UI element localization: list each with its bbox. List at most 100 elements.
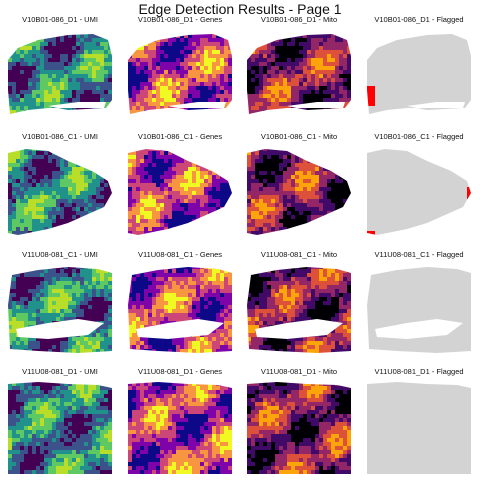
spot [291,223,295,227]
spot [132,42,136,46]
spot [56,155,60,159]
spot [172,223,176,227]
spot [188,86,192,90]
spot [136,42,140,46]
spot [48,285,52,289]
spot [48,273,52,277]
spot [100,114,104,118]
spot [287,171,291,175]
spot [307,231,311,235]
spot [447,30,451,34]
spot [84,167,88,171]
spot [152,163,156,167]
spot [196,187,200,191]
spot [247,102,251,106]
spot [68,94,72,98]
spot [291,34,295,38]
spot [132,207,136,211]
spot [136,171,140,175]
spot [96,269,100,273]
spot [68,227,72,231]
spot [8,231,12,235]
spot [52,187,56,191]
spot [259,179,263,183]
spot [64,215,68,219]
spot [128,231,132,235]
spot [20,62,24,66]
spot [255,74,259,78]
spot [299,74,303,78]
spot [36,171,40,175]
spot [459,159,463,163]
spot [323,74,327,78]
spot [204,66,208,70]
spot [60,285,64,289]
spot [208,231,212,235]
spot [104,46,108,50]
spatial-panel-genes [128,147,232,239]
spot [12,175,16,179]
spot [459,34,463,38]
spot [88,50,92,54]
spot [72,58,76,62]
spot [28,167,32,171]
spot [104,167,108,171]
spot [447,42,451,46]
spot [80,265,84,269]
spot [263,30,267,34]
spot [255,175,259,179]
spot [196,82,200,86]
spot [391,42,395,46]
spot [395,38,399,42]
spot [28,50,32,54]
spot [295,74,299,78]
spot [251,175,255,179]
spot [391,175,395,179]
spot [144,195,148,199]
spot [279,78,283,82]
spot [168,86,172,90]
spot [319,58,323,62]
spot [196,114,200,118]
spot [176,42,180,46]
spot [136,62,140,66]
spot [323,94,327,98]
spot [371,42,375,46]
spot [72,187,76,191]
spot [208,203,212,207]
spot [72,118,76,122]
spot [275,151,279,155]
spot [447,82,451,86]
spot [291,171,295,175]
spot [399,155,403,159]
spot [56,159,60,163]
spot [220,199,224,203]
spot [279,54,283,58]
spot [28,110,32,114]
spot [84,114,88,118]
spot [220,207,224,211]
spot [299,211,303,215]
spot [295,66,299,70]
spot [16,151,20,155]
spot [180,175,184,179]
spot [160,54,164,58]
spot [283,187,287,191]
spot [160,223,164,227]
spot [24,66,28,70]
spot [164,151,168,155]
spot [136,58,140,62]
spot [247,187,251,191]
spot [156,70,160,74]
spot [168,38,172,42]
spot [76,98,80,102]
spot [419,231,423,235]
spot [144,223,148,227]
spot [8,46,12,50]
spot [144,199,148,203]
spot [459,58,463,62]
spot [52,50,56,54]
spot [427,171,431,175]
spot [379,211,383,215]
spot [331,231,335,235]
